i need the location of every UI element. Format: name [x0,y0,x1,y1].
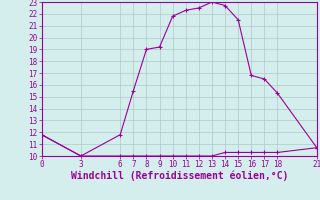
X-axis label: Windchill (Refroidissement éolien,°C): Windchill (Refroidissement éolien,°C) [70,171,288,181]
